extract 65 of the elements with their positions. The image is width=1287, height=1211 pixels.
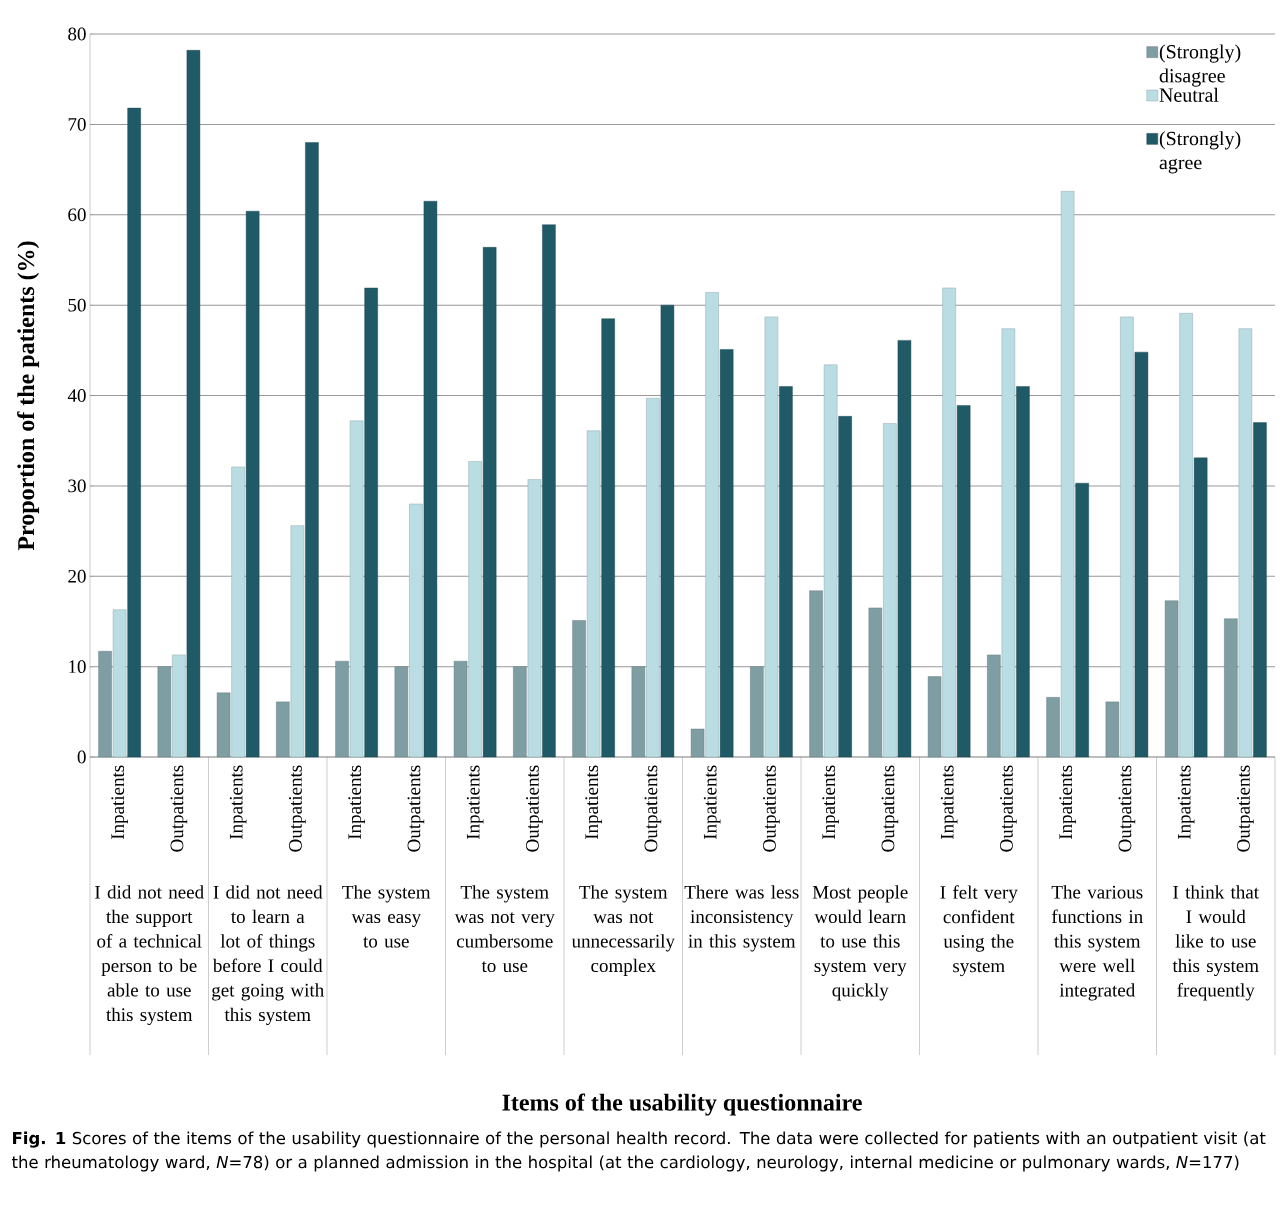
- legend-label: (Strongly) disagree: [1159, 44, 1241, 87]
- x-tick-label: Inpatients: [1177, 765, 1195, 840]
- text: I felt very confident using the system: [940, 885, 1018, 977]
- legend-label: Neutral: [1159, 87, 1219, 102]
- bar: [956, 405, 971, 758]
- x-tick-label: Inpatients: [940, 765, 958, 840]
- x-tick-label: Inpatients: [466, 765, 484, 840]
- y-tick-label: 0: [77, 750, 86, 764]
- text: Most people would learn to use this system very quickly: [812, 885, 908, 1001]
- bar: [1016, 386, 1030, 758]
- bar: [364, 287, 378, 758]
- y-tick-label: 10: [69, 660, 86, 674]
- y-tick-label: 70: [68, 117, 86, 131]
- bar: [186, 50, 201, 758]
- x-tick-label: Outpatients: [881, 765, 899, 852]
- text: I did not need the support of a technical person to be able to use this system: [95, 885, 204, 1025]
- text: Items of the usability questionnaire: [502, 1093, 862, 1116]
- y-tick-label: 40: [67, 389, 86, 402]
- x-tick-label: Outpatients: [526, 765, 543, 852]
- bar: [542, 224, 556, 758]
- x-tick-label: Outpatients: [644, 765, 662, 852]
- bar: [1134, 351, 1149, 758]
- text: Fig. 1 Scores of the items of the usability questionnaire of the personal health record. The data were collected for patients with an outpatient visit (at the rheumatology ward, N=78) or a planned admission in the hospital (at the cardiology, neurology, internal medicine or pulmonary wards, N=177): [11, 1131, 1266, 1172]
- bar: [1075, 482, 1089, 758]
- text: I did not need to learn a lot of things before I could get going with this system: [212, 885, 324, 1025]
- x-tick-label: Outpatients: [289, 765, 306, 852]
- y-axis-title: Proportion of the patients (%): [17, 241, 40, 551]
- y-tick-label: 20: [68, 569, 86, 583]
- text: The system was not very cumbersome to use: [454, 885, 555, 973]
- x-tick-label: Inpatients: [348, 765, 365, 840]
- x-tick-label: Outpatients: [763, 765, 780, 852]
- y-tick-label: 30: [68, 479, 86, 493]
- x-tick-label: Outpatients: [170, 765, 188, 852]
- bar: [897, 340, 912, 758]
- x-tick-label: Outpatients: [1000, 765, 1017, 852]
- legend-label: (Strongly) agree: [1159, 131, 1241, 174]
- x-tick-label: Inpatients: [1059, 765, 1076, 840]
- bar: [127, 107, 141, 758]
- bar: [779, 386, 793, 758]
- bar: [305, 142, 319, 758]
- text: The system was not unnecessarily complex: [571, 885, 675, 976]
- bar: [719, 349, 734, 758]
- x-tick-label: Inpatients: [822, 765, 839, 840]
- x-tick-label: Inpatients: [229, 765, 247, 840]
- bar: [245, 210, 260, 758]
- y-tick-label: 80: [68, 27, 86, 41]
- x-tick-label: Inpatients: [111, 765, 128, 840]
- text: There was less inconsistency in this system: [684, 885, 799, 952]
- bar: [601, 318, 615, 758]
- x-tick-label: Outpatients: [1237, 765, 1254, 852]
- bar: [423, 201, 438, 758]
- x-tick-label: Inpatients: [703, 765, 721, 840]
- text: The system was easy to use: [342, 885, 431, 948]
- y-tick-label: 50: [68, 298, 86, 312]
- bar: [660, 304, 675, 758]
- text: The various functions in this system were well integrated: [1051, 885, 1143, 1001]
- bar: [1193, 457, 1208, 758]
- y-tick-label: 60: [68, 208, 86, 222]
- x-tick-label: Outpatients: [1118, 765, 1136, 852]
- x-tick-label: Inpatients: [585, 765, 602, 840]
- x-tick-label: Outpatients: [407, 765, 425, 852]
- bar: [482, 247, 497, 758]
- bar: [1253, 422, 1267, 758]
- bar: [838, 416, 852, 758]
- text: I think that I would like to use this system frequently: [1172, 885, 1259, 1001]
